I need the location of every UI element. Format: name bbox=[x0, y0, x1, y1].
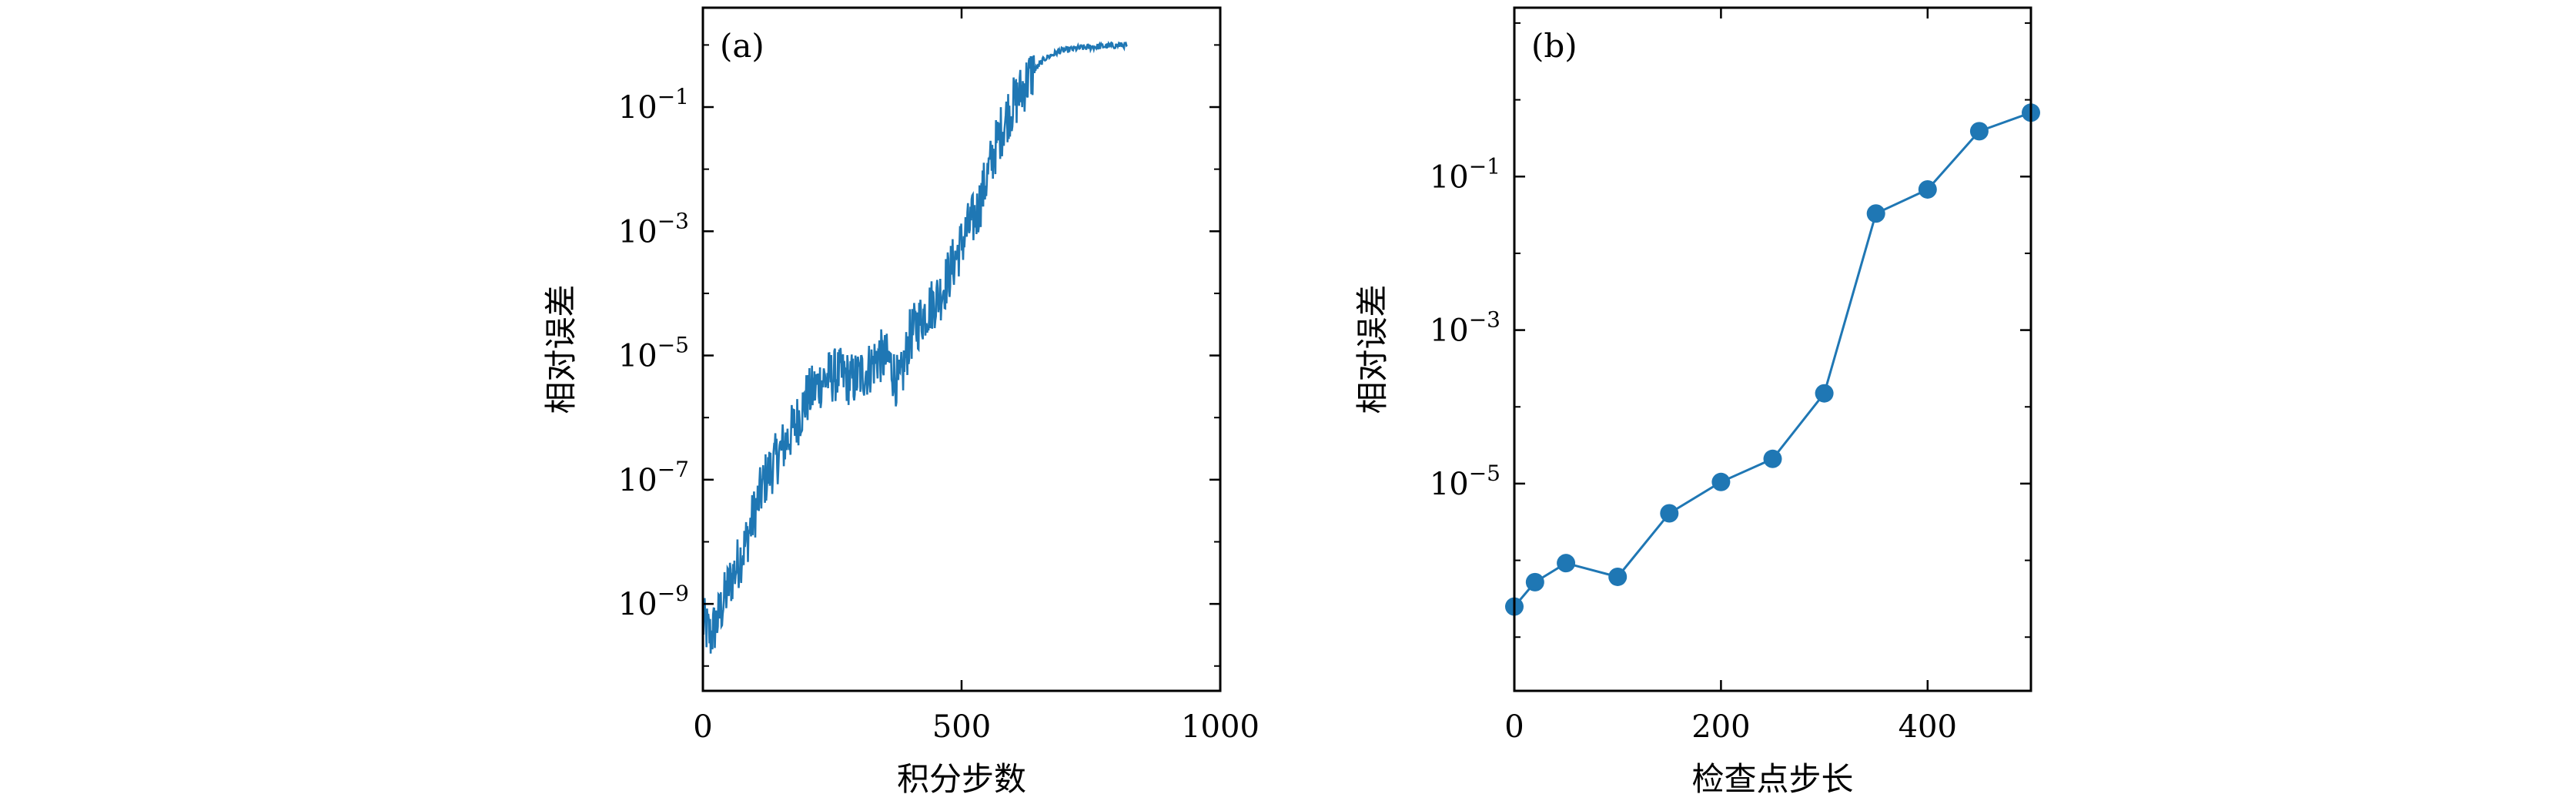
panel-label: (a) bbox=[720, 27, 764, 65]
axes-frame bbox=[1513, 6, 2032, 692]
data-point bbox=[1525, 572, 1544, 591]
y-tick-label: 10−1 bbox=[618, 84, 689, 126]
data-point bbox=[1557, 554, 1576, 573]
data-point bbox=[1918, 179, 1937, 199]
data-point bbox=[1866, 204, 1885, 223]
y-tick-label: 10−5 bbox=[618, 333, 689, 374]
x-tick-label: 200 bbox=[1691, 709, 1750, 745]
series-line bbox=[1514, 111, 2031, 608]
x-axis-label: 检查点步长 bbox=[1691, 760, 1853, 798]
x-tick-label: 500 bbox=[932, 709, 991, 745]
y-tick-label: 10−1 bbox=[1430, 153, 1500, 195]
x-tick-label: 400 bbox=[1899, 709, 1957, 745]
y-axis-label: 相对误差 bbox=[542, 284, 580, 414]
data-point bbox=[1711, 472, 1731, 491]
data-point bbox=[1763, 449, 1782, 468]
data-point bbox=[1660, 504, 1679, 523]
data-point bbox=[1815, 384, 1834, 403]
x-tick-label: 1000 bbox=[1181, 709, 1260, 745]
panel-b: 0 200 400 10−1 10−3 10−5 (b) 检查点步长 相对误差 bbox=[1353, 6, 2040, 798]
y-tick-label: 10−5 bbox=[1430, 461, 1500, 502]
y-tick-label: 10−9 bbox=[618, 581, 689, 622]
data-point bbox=[1969, 122, 1989, 141]
x-tick-label: 0 bbox=[693, 709, 712, 745]
y-tick-label: 10−3 bbox=[618, 208, 689, 250]
y-axis-label: 相对误差 bbox=[1353, 284, 1391, 414]
panel-label: (b) bbox=[1531, 27, 1577, 65]
data-point bbox=[1608, 567, 1628, 586]
y-tick-label: 10−7 bbox=[618, 457, 689, 498]
x-tick-label: 0 bbox=[1504, 709, 1524, 745]
x-axis-label: 积分步数 bbox=[897, 760, 1026, 798]
series-line bbox=[703, 40, 1128, 654]
panel-a: 0 500 1000 10−1 10−3 10−5 10−7 10−9 (a) 积分步数 相对误差 bbox=[542, 6, 1260, 798]
y-tick-label: 10−3 bbox=[1430, 307, 1500, 349]
axes-frame bbox=[701, 6, 1222, 692]
